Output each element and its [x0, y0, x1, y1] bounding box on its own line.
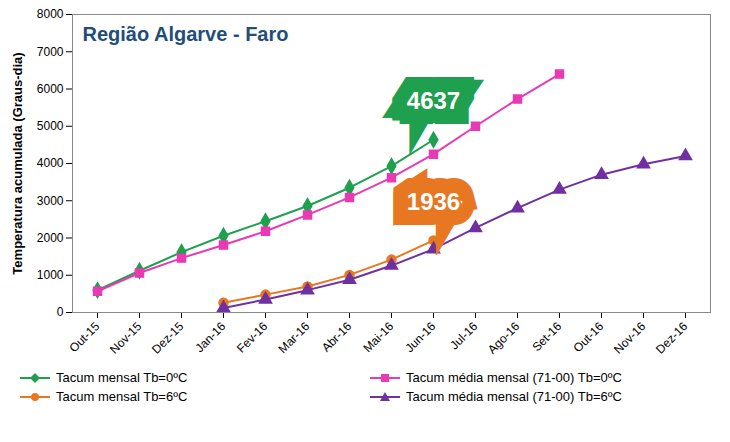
svg-text:Jan-16: Jan-16 — [192, 319, 228, 355]
svg-text:Set-16: Set-16 — [529, 319, 564, 354]
svg-text:Mai-16: Mai-16 — [360, 319, 396, 355]
html-text:Tacum mensal Tb=0ºC: Tacum mensal Tb=0ºC — [56, 370, 188, 385]
svg-text:Out-15: Out-15 — [66, 319, 102, 355]
svg-text:Temperatura acumulada (Graus-d: Temperatura acumulada (Graus-dia) — [10, 52, 25, 274]
svg-text:1936: 1936 — [407, 188, 460, 215]
svg-text:Dez-15: Dez-15 — [149, 319, 186, 356]
svg-text:0: 0 — [57, 305, 64, 319]
svg-text:8000: 8000 — [37, 7, 64, 21]
svg-text:Ago-16: Ago-16 — [485, 319, 522, 356]
svg-text:Fev-16: Fev-16 — [234, 319, 271, 356]
html-text:Tacum mensal Tb=6ºC: Tacum mensal Tb=6ºC — [56, 389, 188, 404]
svg-text:4637: 4637 — [407, 87, 460, 114]
svg-text:Nov-15: Nov-15 — [107, 319, 144, 356]
svg-text:Jun-16: Jun-16 — [402, 319, 438, 355]
svg-text:Abr-16: Abr-16 — [319, 319, 355, 355]
svg-text:Out-16: Out-16 — [570, 319, 606, 355]
svg-text:7000: 7000 — [37, 45, 64, 59]
svg-text:Dez-16: Dez-16 — [653, 319, 690, 356]
html-text:Tacum média mensal (71-00) Tb=: Tacum média mensal (71-00) Tb=0ºC — [406, 370, 622, 385]
svg-text:2000: 2000 — [37, 231, 64, 245]
svg-text:1000: 1000 — [37, 268, 64, 282]
svg-text:Região Algarve - Faro: Região Algarve - Faro — [83, 23, 289, 45]
svg-text:Nov-16: Nov-16 — [611, 319, 648, 356]
svg-text:Jul-16: Jul-16 — [447, 319, 480, 352]
svg-text:5000: 5000 — [37, 119, 64, 133]
svg-text:Mar-16: Mar-16 — [276, 319, 313, 356]
svg-text:4000: 4000 — [37, 156, 64, 170]
html-text:Tacum média mensal (71-00) Tb=: Tacum média mensal (71-00) Tb=6ºC — [406, 389, 622, 404]
svg-text:3000: 3000 — [37, 194, 64, 208]
svg-text:6000: 6000 — [37, 82, 64, 96]
